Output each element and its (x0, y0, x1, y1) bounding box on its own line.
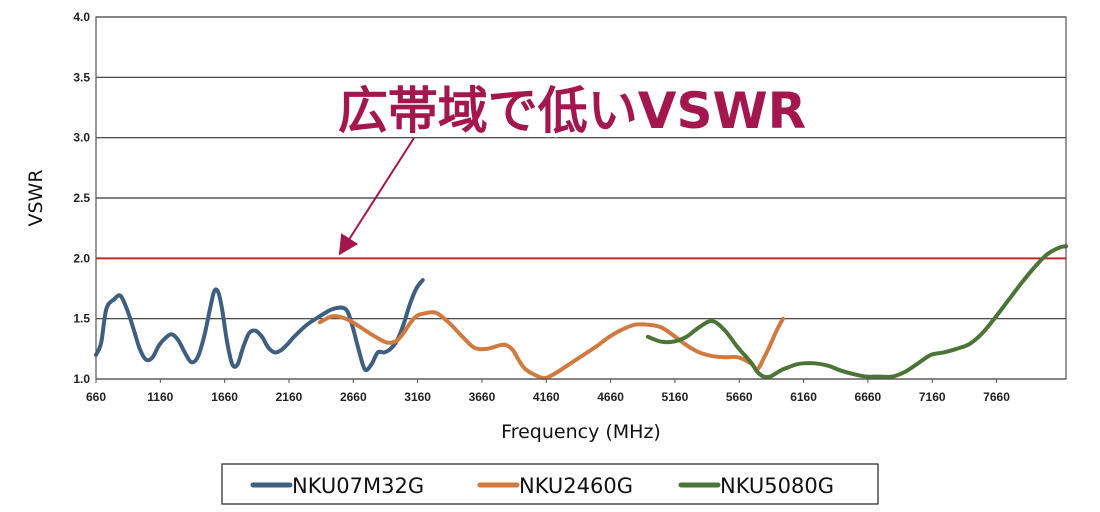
x-tick-label: 7660 (983, 390, 1010, 404)
x-tick-label: 2660 (340, 390, 367, 404)
legend-label-nku07m32g: NKU07M32G (292, 474, 424, 498)
x-tick-label: 3160 (404, 390, 431, 404)
callout-text-outline: 広帯域で低いVSWR (338, 82, 806, 140)
y-tick-label: 4.0 (73, 10, 90, 24)
legend-box (221, 463, 879, 505)
x-tick-label: 1660 (211, 390, 238, 404)
legend-label-nku5080g: NKU5080G (720, 474, 834, 498)
series-line-nku07m32g (94, 278, 425, 373)
series-line-nku2460g (317, 310, 785, 381)
x-tick-label: 6160 (790, 390, 817, 404)
plot-area-frame (95, 16, 1067, 380)
x-tick-label: 5160 (662, 390, 689, 404)
y-tick-label: 1.0 (73, 372, 90, 386)
legend-label-nku2460g: NKU2460G (519, 474, 633, 498)
x-tick-label: 660 (86, 390, 106, 404)
x-tick-label: 5660 (726, 390, 753, 404)
legend: NKU07M32G NKU2460G NKU5080G (221, 463, 879, 505)
y-tick-label: 2.5 (73, 191, 90, 205)
x-tick-labels: 660 1160 1660 2160 2660 3160 3660 4160 4660 5160 5… (86, 379, 1010, 404)
x-tick-label: 1160 (147, 390, 173, 404)
callout-text: 広帯域で低いVSWR (338, 82, 806, 140)
gridlines (96, 16, 1066, 380)
y-tick-labels: 1.0 1.5 2.0 2.5 3.0 3.5 4.0 (73, 10, 90, 386)
y-tick-label: 2.0 (73, 251, 90, 265)
x-tick-label: 4160 (533, 390, 560, 404)
x-tick-label: 3660 (469, 390, 496, 404)
y-tick-label: 1.5 (73, 312, 90, 326)
x-axis-title: Frequency (MHz) (501, 421, 661, 443)
x-tick-label: 2160 (276, 390, 303, 404)
series-line-nku5080g (645, 244, 1068, 380)
callout-arrow (338, 137, 415, 256)
y-tick-label: 3.0 (73, 131, 90, 145)
x-tick-label: 4660 (597, 390, 624, 404)
x-tick-label: 7160 (919, 390, 946, 404)
y-tick-label: 3.5 (73, 70, 90, 84)
x-tick-label: 6660 (855, 390, 882, 404)
y-axis-title: VSWR (25, 169, 47, 226)
series-layer (94, 244, 1068, 381)
callout-annotation: 広帯域で低いVSWR 広帯域で低いVSWR (334, 78, 810, 256)
